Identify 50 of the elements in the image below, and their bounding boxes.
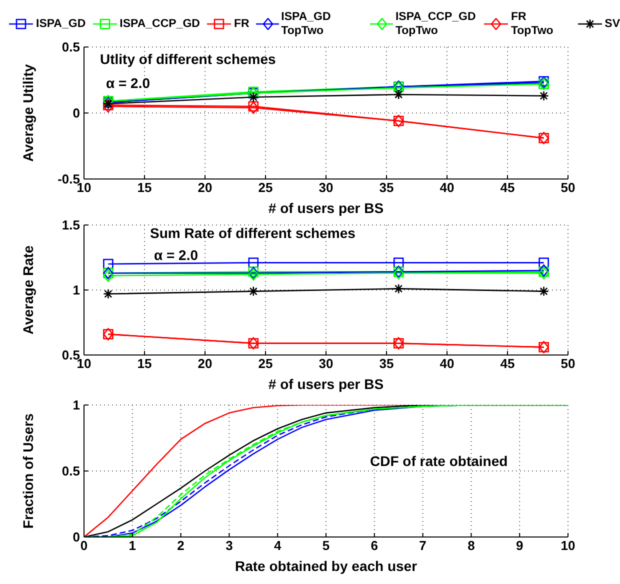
x-tick-label: 6 bbox=[370, 538, 378, 554]
legend-label: ISPA_GD bbox=[36, 17, 86, 31]
x-tick-label: 20 bbox=[198, 180, 212, 196]
x-tick-label: 40 bbox=[440, 180, 454, 196]
annotation: CDF of rate obtained bbox=[370, 453, 508, 469]
x-tick-label: 35 bbox=[379, 356, 394, 372]
x-tick-label: 3 bbox=[226, 538, 233, 554]
legend-label: ISPA_CCP_GD bbox=[120, 17, 200, 31]
x-tick-label: 40 bbox=[440, 356, 454, 372]
y-tick-label: 0.5 bbox=[62, 464, 80, 479]
x-tick-label: 8 bbox=[468, 538, 475, 554]
legend-label: FR bbox=[234, 17, 250, 31]
x-tick-label: 9 bbox=[516, 538, 524, 554]
annotation: Sum Rate of different schemes bbox=[150, 225, 356, 241]
x-tick-label: 15 bbox=[137, 356, 152, 372]
legend-label: ISPA_CCP_GD TopTwo bbox=[395, 10, 477, 38]
x-tick-label: 1 bbox=[128, 538, 136, 554]
annotation: α = 2.0 bbox=[106, 75, 150, 91]
x-tick-label: 45 bbox=[500, 180, 515, 196]
y-axis-title: Fraction of Users bbox=[20, 413, 36, 529]
x-tick-label: 45 bbox=[500, 356, 515, 372]
x-tick-label: 20 bbox=[198, 356, 212, 372]
x-tick-label: 2 bbox=[177, 538, 184, 554]
y-tick-label: 0 bbox=[72, 106, 80, 121]
y-tick-label: 0.5 bbox=[62, 40, 80, 55]
x-tick-label: 30 bbox=[318, 356, 334, 372]
x-axis-title: Rate obtained by each user bbox=[234, 558, 418, 574]
x-tick-label: 30 bbox=[318, 180, 334, 196]
y-axis-title: Average Rate bbox=[20, 245, 36, 334]
y-axis-title: Average Utility bbox=[20, 64, 36, 162]
x-tick-label: 50 bbox=[560, 180, 576, 196]
annotation: α = 2.0 bbox=[154, 247, 198, 263]
x-tick-label: 50 bbox=[560, 356, 576, 372]
x-tick-label: 10 bbox=[560, 538, 576, 554]
legend-label: ISPA_GD TopTwo bbox=[281, 10, 332, 38]
x-tick-label: 5 bbox=[322, 538, 330, 554]
x-tick-label: 25 bbox=[258, 356, 273, 372]
x-tick-label: 25 bbox=[258, 180, 273, 196]
x-axis-title: # of users per BS bbox=[268, 376, 384, 392]
legend-label: FR TopTwo bbox=[510, 10, 554, 38]
x-tick-label: 35 bbox=[379, 180, 394, 196]
y-tick-label: 1.5 bbox=[62, 218, 80, 233]
y-tick-label: 1 bbox=[72, 398, 80, 413]
x-tick-label: 4 bbox=[274, 538, 282, 554]
legend-label: SV bbox=[604, 17, 620, 31]
annotation: Utlity of different schemes bbox=[100, 51, 276, 67]
x-axis-title: # of users per BS bbox=[268, 200, 384, 216]
y-tick-label: 1 bbox=[72, 282, 80, 298]
x-tick-label: 15 bbox=[137, 180, 152, 196]
x-tick-label: 7 bbox=[419, 538, 426, 554]
